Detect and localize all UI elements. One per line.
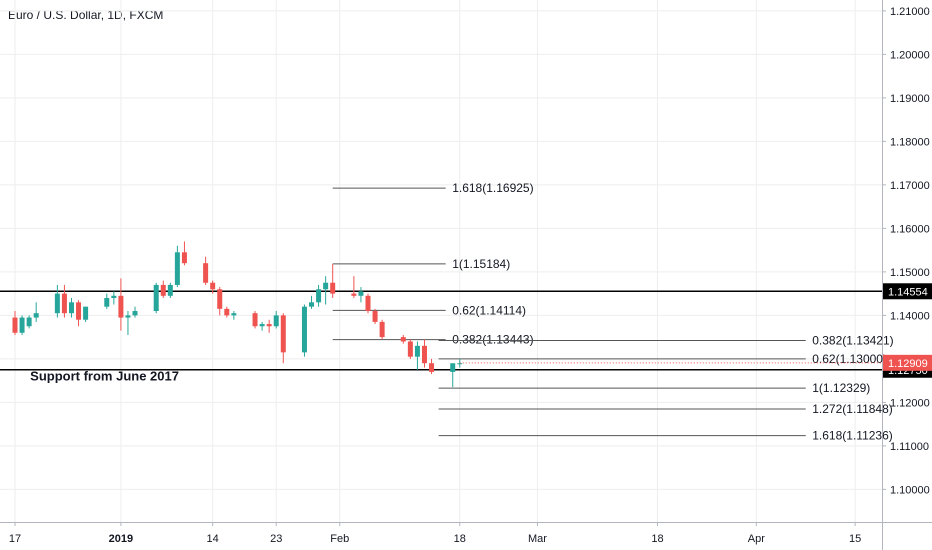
candle-body[interactable]: [358, 291, 364, 296]
fib-level-label: 1.618(1.16925): [452, 181, 533, 195]
candle-body[interactable]: [266, 324, 272, 327]
support-annotation: Support from June 2017: [30, 368, 179, 383]
candle-body[interactable]: [76, 302, 82, 320]
y-tick-label: 1.12000: [890, 397, 930, 409]
candle-body[interactable]: [132, 311, 138, 316]
price-badge-label: 1.14554: [888, 286, 928, 298]
candle-body[interactable]: [203, 263, 209, 283]
x-tick-label: Apr: [748, 533, 765, 545]
candle-body[interactable]: [280, 315, 286, 353]
candle-body[interactable]: [12, 317, 18, 333]
candle-body[interactable]: [118, 295, 124, 318]
fib-level-label: 1.618(1.11236): [812, 429, 893, 443]
candle-body[interactable]: [83, 306, 89, 320]
candle-body[interactable]: [174, 252, 180, 285]
candle-body[interactable]: [33, 313, 39, 318]
price-badge: [883, 283, 932, 300]
candle-body[interactable]: [153, 284, 159, 312]
y-tick-label: 1.15000: [890, 267, 930, 279]
fib-level-label: 1.272(1.11848): [812, 402, 893, 416]
candle-body[interactable]: [301, 306, 307, 353]
y-tick-label: 1.10000: [890, 484, 930, 496]
chart-title: Euro / U.S. Dollar, 1D, FXCM: [8, 8, 164, 22]
candle-body[interactable]: [61, 293, 67, 314]
x-tick-label: Mar: [528, 533, 547, 545]
fib-level-label: 0.62(1.14114): [452, 303, 526, 317]
candle-body[interactable]: [316, 289, 322, 303]
y-tick-label: 1.16000: [890, 223, 930, 235]
candle-body[interactable]: [400, 337, 406, 342]
candle-body[interactable]: [160, 284, 166, 296]
price-badge: [883, 354, 932, 371]
candle-body[interactable]: [125, 315, 131, 318]
candle-body[interactable]: [259, 324, 265, 327]
candle-body[interactable]: [323, 282, 329, 290]
x-tick-label: 18: [454, 533, 466, 545]
candle-body[interactable]: [309, 302, 315, 307]
candle-body[interactable]: [372, 311, 378, 322]
candle-body[interactable]: [26, 317, 32, 327]
candle-body[interactable]: [351, 293, 357, 296]
x-tick-label: 17: [9, 533, 21, 545]
candle-body[interactable]: [407, 341, 413, 357]
x-tick-label: 14: [207, 533, 219, 545]
candle-body[interactable]: [181, 252, 187, 264]
x-tick-label: 15: [849, 533, 861, 545]
y-tick-label: 1.19000: [890, 93, 930, 105]
y-tick-label: 1.11000: [890, 441, 929, 453]
candle-body[interactable]: [457, 363, 463, 365]
candle-body[interactable]: [217, 289, 223, 309]
fib-level-label: 0.382(1.13443): [452, 333, 533, 347]
price-badge-label: 1.12909: [888, 358, 928, 370]
candle-body[interactable]: [231, 313, 237, 316]
candle-body[interactable]: [167, 284, 173, 296]
candle-body[interactable]: [19, 317, 25, 333]
y-tick-label: 1.21000: [890, 6, 930, 18]
candle-body[interactable]: [68, 302, 74, 314]
x-tick-label: 2019: [109, 533, 133, 545]
candle-body[interactable]: [252, 313, 258, 327]
candle-body[interactable]: [450, 363, 456, 372]
candle-body[interactable]: [421, 345, 427, 364]
y-tick-label: 1.17000: [890, 180, 930, 192]
fib-level-label: 1(1.15184): [452, 257, 510, 271]
y-tick-label: 1.18000: [890, 136, 930, 148]
fib-level-label: 1(1.12329): [812, 381, 870, 395]
candle-body[interactable]: [104, 297, 110, 307]
candle-body[interactable]: [54, 293, 60, 314]
candle-body[interactable]: [365, 295, 371, 312]
candle-body[interactable]: [224, 308, 230, 316]
candle-body[interactable]: [210, 282, 216, 290]
x-tick-label: Feb: [330, 533, 349, 545]
candle-body[interactable]: [273, 315, 279, 327]
fib-level-label: 0.382(1.13421): [812, 334, 893, 348]
candle-body[interactable]: [111, 295, 117, 298]
x-tick-label: 18: [651, 533, 663, 545]
candle-body[interactable]: [414, 345, 420, 357]
candle-body[interactable]: [429, 363, 435, 372]
x-tick-label: 23: [270, 533, 282, 545]
candle-body[interactable]: [330, 282, 336, 294]
y-tick-label: 1.14000: [890, 310, 930, 322]
candle-body[interactable]: [379, 321, 385, 338]
fib-level-label: 0.62(1.13000): [812, 352, 887, 366]
y-tick-label: 1.20000: [890, 49, 930, 61]
